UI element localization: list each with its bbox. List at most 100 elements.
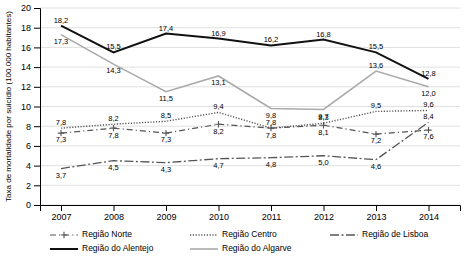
legend-item: Região de Lisboa [330,229,428,239]
tick: 10 [21,102,40,112]
chart: 2007200820092010201120122013201402468101… [0,0,472,259]
tick-mark [376,205,377,211]
legend-swatch [330,234,358,235]
tick: 2009 [156,205,176,222]
tick-mark [34,67,40,68]
tick-label: 2014 [419,212,439,222]
tick-mark [324,205,325,211]
tick-mark [271,205,272,211]
legend-label: Região Centro [222,229,277,239]
data-label: 4,5 [108,163,118,172]
tick-mark [34,107,40,108]
tick-label: 4 [26,161,31,171]
series-group [58,26,432,169]
data-label: 8,4 [423,112,433,121]
tick-label: 2012 [314,212,334,222]
tick: 2011 [262,205,281,222]
tick-mark [34,146,40,147]
tick-mark [34,47,40,48]
data-label: 7,8 [266,131,276,140]
grid-line [40,145,460,146]
tick: 4 [26,161,40,171]
data-label: 8,5 [161,111,171,120]
tick-label: 2 [26,181,31,191]
tick-label: 12 [21,82,31,92]
legend-label: Região Norte [82,229,132,239]
legend-swatch [190,234,218,235]
data-label: 4,8 [266,160,276,169]
series-line [61,26,429,79]
legend-item: Região Centro [190,229,277,239]
tick-label: 2011 [262,212,281,222]
data-label: 16,8 [316,30,331,39]
data-labels: 7,37,87,38,27,88,17,27,67,88,28,59,47,88… [54,16,436,180]
legend-label: Região do Alentejo [82,243,154,253]
legend-marker [61,232,67,238]
data-label: 9,7 [318,112,328,121]
tick-mark [34,8,40,9]
data-label: 12,8 [421,69,436,78]
tick-mark [34,185,40,186]
tick: 6 [26,141,40,151]
data-label: 13,1 [211,78,226,87]
data-label: 7,6 [423,132,433,141]
tick-label: 16 [21,43,31,53]
legend-label: Região de Lisboa [362,229,428,239]
axis-line [34,9,41,206]
legend-item: Região do Algarve [190,243,292,253]
data-label: 9,4 [213,102,223,111]
tick: 2010 [209,205,229,222]
tick-mark [34,126,40,127]
tick-label: 10 [21,102,31,112]
data-label: 17,4 [159,24,174,33]
data-label: 14,3 [106,66,121,75]
tick: 2007 [51,205,71,222]
tick: 2008 [104,205,124,222]
data-label: 13,6 [369,61,384,70]
tick-label: 0 [26,200,31,210]
data-label: 15,5 [106,42,121,51]
tick-mark [34,205,40,206]
tick: 16 [21,43,40,53]
tick: 8 [26,122,40,132]
series-line [61,110,429,128]
tick-mark [34,28,40,29]
tick-mark [61,205,62,211]
data-label: 9,6 [423,100,433,109]
tick: 2012 [314,205,334,222]
data-label: 4,7 [213,161,223,170]
grid-line [40,86,460,87]
grid-line [40,8,460,9]
tick-label: 2008 [104,212,124,222]
y-axis: 0 2 4 6 8 10 12 14 16 18 20 [21,3,41,210]
tick-label: 2007 [51,212,71,222]
grid-line [40,185,460,186]
data-label: 7,3 [56,135,66,144]
data-label: 8,1 [318,128,328,137]
tick: 18 [21,23,40,33]
tick-label: 18 [21,23,31,33]
data-label: 16,2 [264,35,279,44]
tick: 0 [26,200,40,210]
legend-item: Região Norte [50,229,132,239]
grid [40,8,460,205]
data-label: 17,3 [54,37,69,46]
legend: Região Norte Região Centro Região de Lisbo… [50,229,428,253]
x-axis: 2007 2008 2009 2010 2011 2012 2013 2014 [41,205,461,222]
tick: 2 [26,181,40,191]
series-line [61,35,429,110]
tick-label: 14 [21,62,31,72]
tick-label: 20 [21,3,31,13]
tick-label: 8 [26,122,31,132]
tick: 2014 [419,205,439,222]
tick: 14 [21,62,40,72]
data-label: 4,6 [371,162,381,171]
tick: 2013 [366,205,386,222]
grid-line [40,67,460,68]
data-label: 7,2 [371,136,381,145]
tick: 20 [21,3,40,13]
data-label: 9,8 [266,111,276,120]
legend-swatch [190,248,218,250]
data-label: 7,8 [56,118,66,127]
grid-line [40,27,460,28]
